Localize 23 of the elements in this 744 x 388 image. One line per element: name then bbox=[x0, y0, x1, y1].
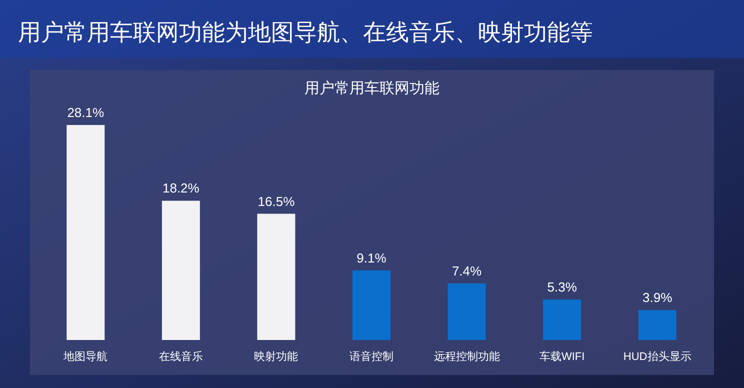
bar bbox=[66, 125, 105, 340]
bar bbox=[257, 214, 296, 340]
data-label: 7.4% bbox=[452, 263, 482, 278]
bar bbox=[162, 200, 200, 340]
bar bbox=[543, 299, 582, 340]
x-tick-label: 映射功能 bbox=[254, 350, 298, 363]
data-label: 28.1% bbox=[67, 105, 105, 120]
data-label: 9.1% bbox=[356, 250, 387, 266]
bar bbox=[352, 270, 390, 340]
x-tick-label: 语音控制 bbox=[350, 350, 394, 363]
bar bbox=[638, 310, 676, 340]
chart-title: 用户常用车联网功能为地图导航、在线音乐、映射功能等 bbox=[18, 19, 593, 45]
x-tick-label: HUD抬头显示 bbox=[623, 350, 692, 363]
x-tick-label: 在线音乐 bbox=[158, 350, 203, 363]
data-label: 18.2% bbox=[162, 180, 200, 196]
x-tick-label: 车载WIFI bbox=[539, 350, 585, 363]
x-tick-label: 远程控制功能 bbox=[434, 350, 500, 363]
data-label: 5.3% bbox=[547, 279, 578, 294]
bar bbox=[448, 283, 486, 340]
x-tick-label: 地图导航 bbox=[62, 350, 108, 363]
chart-subtitle: 用户常用车联网功能 bbox=[304, 80, 440, 97]
data-label: 3.9% bbox=[642, 290, 673, 306]
data-label: 16.5% bbox=[258, 194, 296, 209]
